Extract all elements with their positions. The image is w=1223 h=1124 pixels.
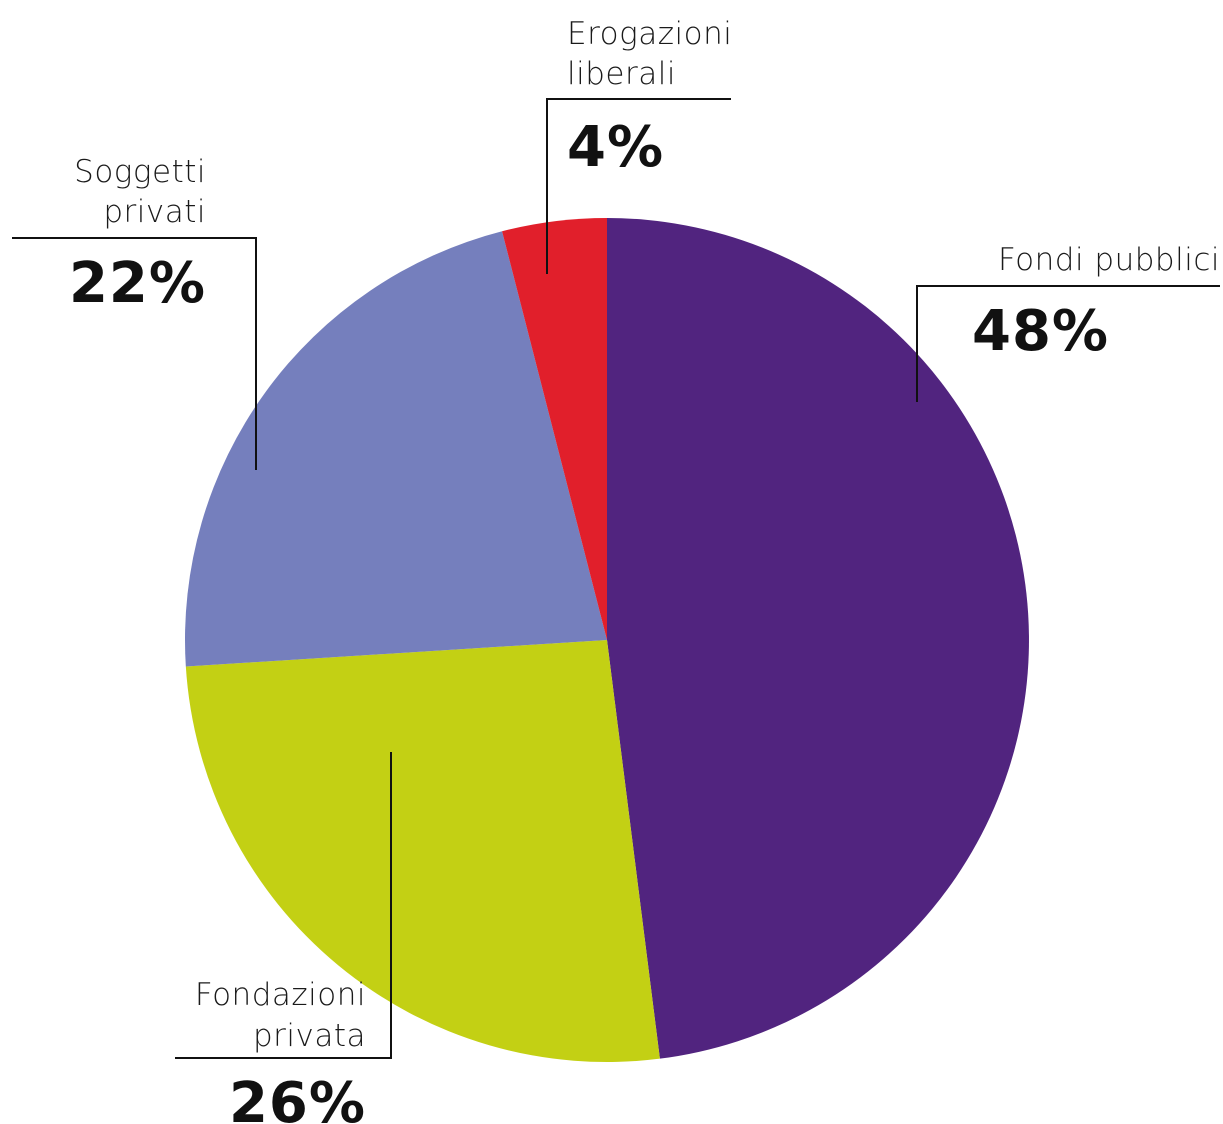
slice-value-erogazioni-liberali: 4%	[567, 115, 664, 180]
slice-label-fondazioni-private-line1: Fondazioni	[195, 977, 366, 1013]
slice-label-fondazioni-private-line2: privata	[253, 1018, 366, 1054]
slice-label-fondi-pubblici: Fondi pubblici	[998, 242, 1220, 278]
leader-line-fondi-pubblici	[916, 285, 1220, 402]
leader-line-fondazioni-private	[175, 752, 392, 1059]
leader-line-soggetti-privati	[12, 237, 257, 470]
pie-slice-soggetti	[184, 231, 608, 667]
slice-label-erogazioni-liberali-line2: liberali	[567, 56, 676, 92]
leader-line-erogazioni-liberali	[546, 98, 731, 274]
slice-label-soggetti-privati-line2: privati	[103, 194, 206, 230]
label-group-fondazioni-private: Fondazioni privata 26%	[175, 752, 392, 1124]
slice-value-soggetti-privati: 22%	[69, 251, 206, 316]
slice-label-soggetti-privati-line1: Soggetti	[74, 154, 206, 190]
pie-slices	[184, 218, 1029, 1062]
pie-slice-erogazioni	[502, 218, 607, 640]
label-group-fondi-pubblici: Fondi pubblici 48%	[916, 242, 1220, 402]
slice-label-erogazioni-liberali-line1: Erogazioni	[567, 16, 732, 52]
slice-value-fondazioni-private: 26%	[229, 1071, 366, 1124]
label-group-soggetti-privati: Soggetti privati 22%	[12, 154, 257, 470]
pie-slice-fondazioni	[185, 640, 660, 1062]
pie-slice-fondi	[607, 218, 1029, 1059]
slice-value-fondi-pubblici: 48%	[972, 299, 1109, 364]
label-group-erogazioni-liberali: Erogazioni liberali 4%	[546, 16, 732, 274]
